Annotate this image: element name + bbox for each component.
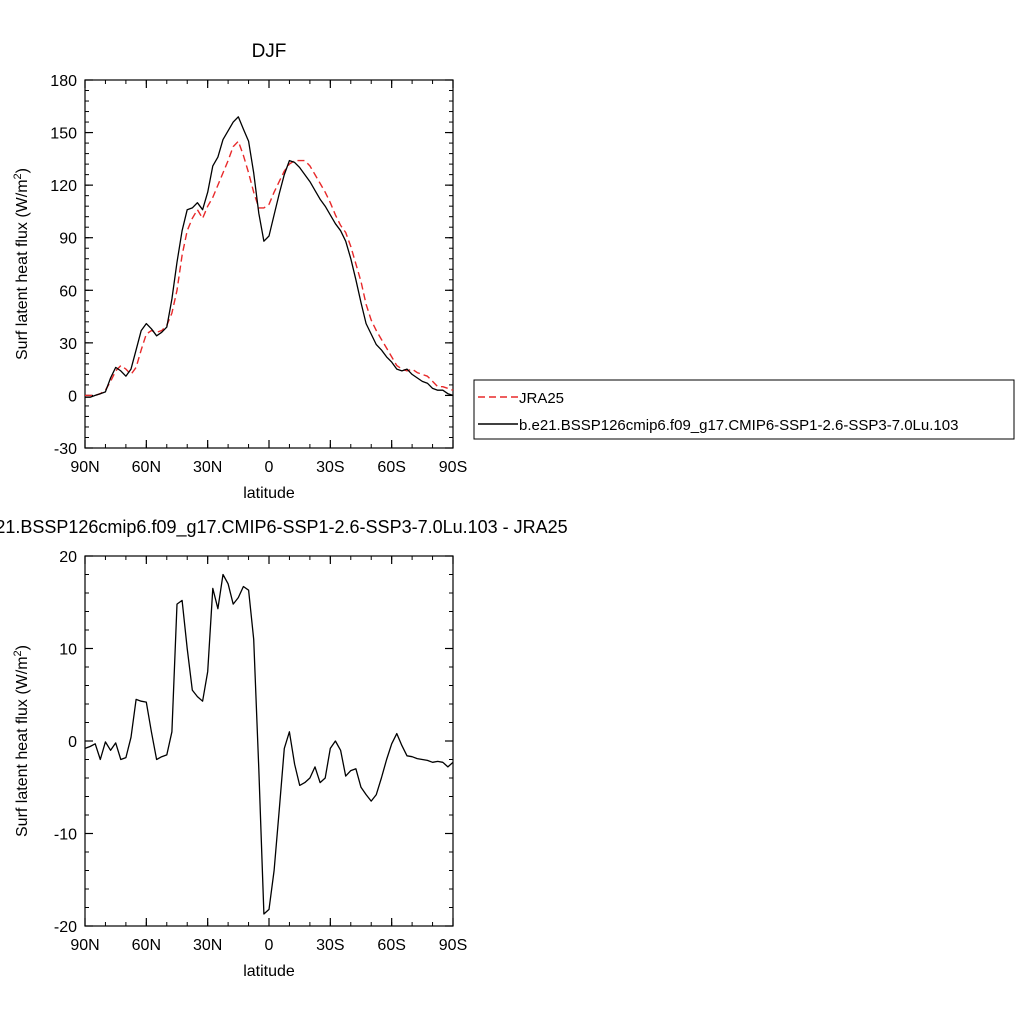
x-tick-label: 30N xyxy=(193,937,222,954)
plot-frame xyxy=(84,79,454,449)
plot-frame xyxy=(84,555,454,927)
x-tick-label: 0 xyxy=(265,459,274,476)
legend-label: JRA25 xyxy=(519,390,564,407)
x-tick-label: 60S xyxy=(377,937,405,954)
y-axis-label: Surf latent heat flux (W/m2) xyxy=(12,645,31,837)
series-line-model xyxy=(84,573,454,915)
x-tick-label: 30S xyxy=(316,459,344,476)
y-tick-label: -10 xyxy=(54,827,77,844)
bottom-panel: b.e21.BSSP126cmip6.f09_g17.CMIP6-SSP1-2.… xyxy=(0,517,568,980)
x-axis-label: latitude xyxy=(243,485,295,502)
x-tick-label: 30S xyxy=(316,937,344,954)
x-tick-label: 90S xyxy=(439,459,467,476)
y-tick-label: 10 xyxy=(59,642,77,659)
chart-title: DJF xyxy=(252,41,287,62)
series-line-jra25 xyxy=(85,140,454,397)
x-tick-label: 0 xyxy=(265,937,274,954)
y-tick-label: 180 xyxy=(50,73,77,90)
top-panel: DJF 90N 60N 30N 0 30S 60S 90S -30 0 30 60 90 120 150 18… xyxy=(12,41,467,502)
legend-box xyxy=(473,379,1015,440)
x-tick-label: 90N xyxy=(70,937,99,954)
y-tick-label: -30 xyxy=(54,441,77,458)
x-tick-label: 60S xyxy=(377,459,405,476)
chart-title: b.e21.BSSP126cmip6.f09_g17.CMIP6-SSP1-2.… xyxy=(0,517,568,538)
y-tick-label: 120 xyxy=(50,178,77,195)
x-tick-label: 30N xyxy=(193,459,222,476)
y-tick-label: 90 xyxy=(59,231,77,248)
x-tick-label: 60N xyxy=(132,459,161,476)
x-tick-label: 90S xyxy=(439,937,467,954)
y-tick-label: -20 xyxy=(54,919,77,936)
y-tick-label: 0 xyxy=(68,388,77,405)
y-tick-label: 60 xyxy=(59,283,77,300)
legend: JRA25 b.e21.BSSP126cmip6.f09_g17.CMIP6-SS… xyxy=(473,379,1015,440)
x-tick-label: 90N xyxy=(70,459,99,476)
y-axis-label: Surf latent heat flux (W/m2) xyxy=(12,168,31,360)
x-tick-label: 60N xyxy=(132,937,161,954)
y-tick-label: 0 xyxy=(68,734,77,751)
y-tick-label: 30 xyxy=(59,336,77,353)
y-tick-label: 20 xyxy=(59,549,77,566)
series-line-model xyxy=(85,116,454,398)
y-tick-label: 150 xyxy=(50,126,77,143)
legend-label: b.e21.BSSP126cmip6.f09_g17.CMIP6-SSP1-2.… xyxy=(519,417,958,434)
x-axis-label: latitude xyxy=(243,963,295,980)
